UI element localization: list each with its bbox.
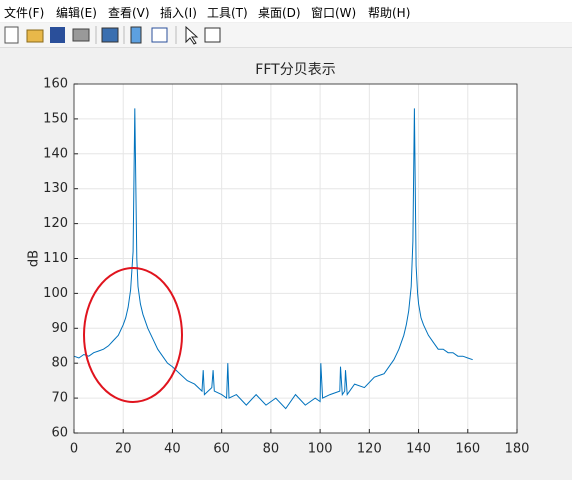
- menu-item[interactable]: 文件(F): [4, 6, 45, 20]
- x-tick-label: 40: [164, 442, 181, 457]
- menu-item[interactable]: 查看(V): [108, 6, 150, 20]
- x-tick-label: 160: [455, 442, 480, 457]
- y-tick-label: 90: [51, 321, 68, 336]
- y-tick-label: 80: [51, 356, 68, 371]
- x-tick-label: 180: [505, 442, 530, 457]
- x-tick-label: 120: [357, 442, 382, 457]
- axes-box: [73, 83, 518, 434]
- y-tick-label: 70: [51, 391, 68, 406]
- x-tick-label: 80: [263, 442, 280, 457]
- menu-bar: 文件(F) 编辑(E) 查看(V) 插入(I) 工具(T) 桌面(D) 窗口(W) 帮助(H): [0, 0, 572, 22]
- y-tick-label: 120: [43, 216, 68, 231]
- y-tick-label: 130: [43, 181, 68, 196]
- y-tick-label: 150: [43, 111, 68, 126]
- annotation-ellipse: [83, 267, 183, 403]
- menu-item[interactable]: 插入(I): [160, 6, 197, 20]
- figure: 60 70 80 90 100 110 120 130 140 150 160 0 20 40 60 80 10…: [27, 62, 530, 457]
- y-tick-label: 100: [43, 286, 68, 301]
- menu-item[interactable]: 窗口(W): [311, 6, 357, 20]
- toolbar: [0, 23, 572, 48]
- y-tick-label: 160: [43, 77, 68, 92]
- x-tick-label: 60: [213, 442, 230, 457]
- data-line: [73, 108, 473, 410]
- x-tick-label: 100: [308, 442, 333, 457]
- y-tick-label: 110: [43, 251, 68, 266]
- y-tick-label: 140: [43, 146, 68, 161]
- menu-item[interactable]: 编辑(E): [56, 6, 97, 20]
- y-axis-label: dB: [27, 250, 42, 267]
- toolbar-icons: [4, 25, 221, 45]
- menu-item[interactable]: 桌面(D): [258, 6, 301, 20]
- menu-item[interactable]: 帮助(H): [368, 6, 411, 20]
- x-tick-label: 140: [406, 442, 431, 457]
- x-tick-label: 20: [115, 442, 132, 457]
- menu-item[interactable]: 工具(T): [207, 6, 248, 20]
- x-tick-label: 0: [70, 442, 78, 457]
- y-tick-label: 60: [51, 426, 68, 441]
- chart-title: FFT分贝表示: [255, 62, 335, 78]
